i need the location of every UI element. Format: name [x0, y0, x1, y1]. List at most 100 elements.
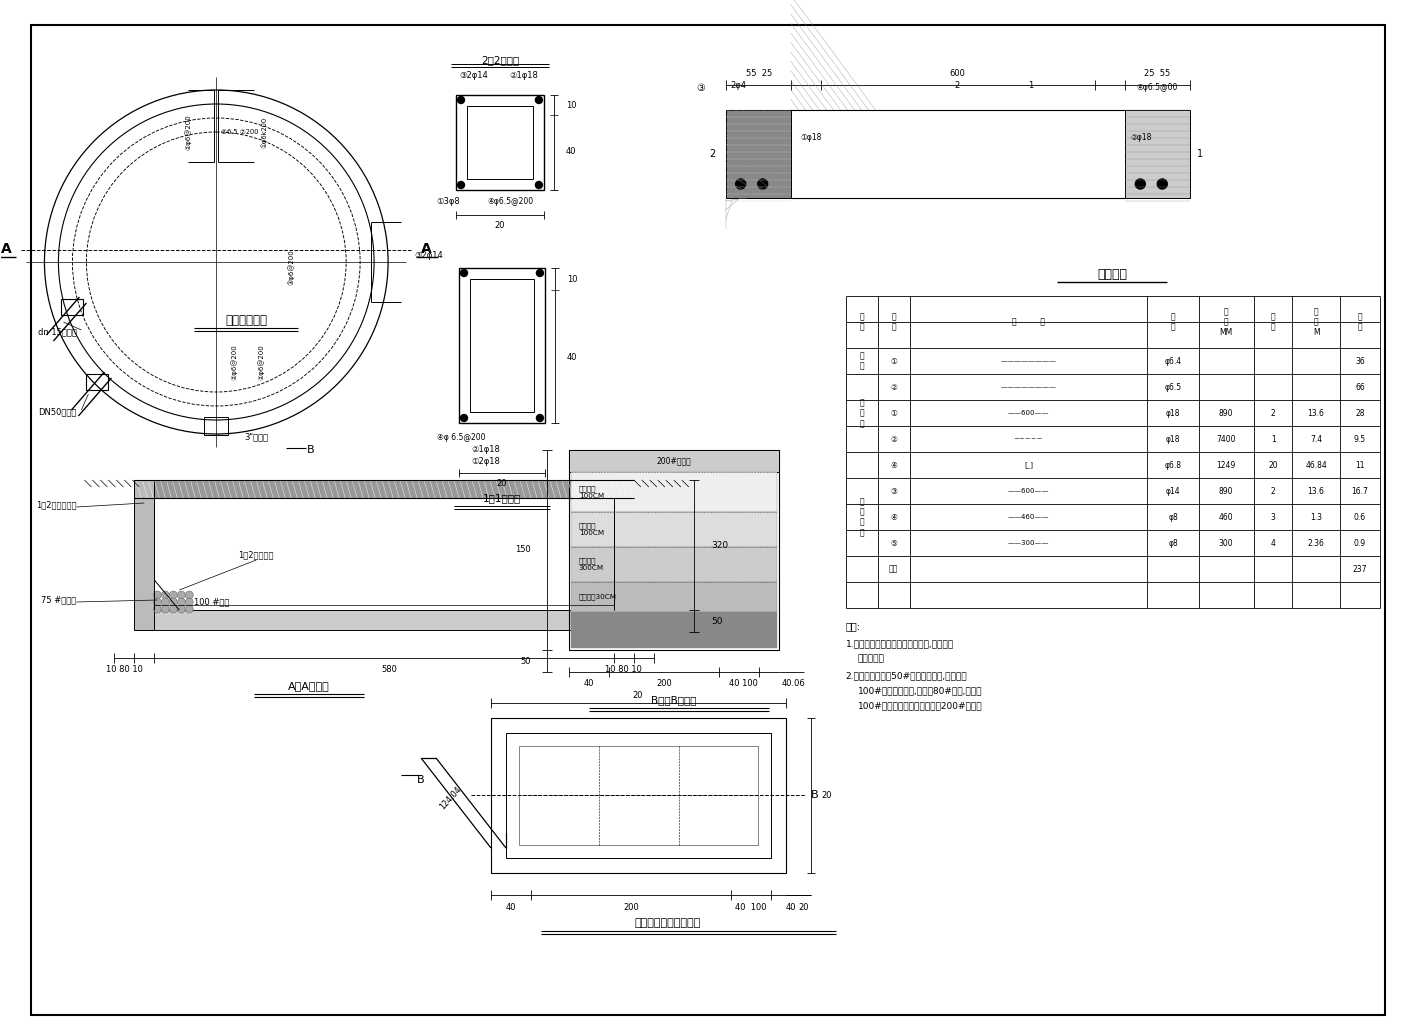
Text: 50: 50 — [712, 617, 723, 625]
Text: 50: 50 — [520, 656, 532, 666]
Text: 3: 3 — [1270, 512, 1276, 522]
Text: 1－1剖面图: 1－1剖面图 — [482, 493, 522, 503]
Text: 1: 1 — [1270, 435, 1276, 444]
Bar — [571, 612, 777, 648]
Circle shape — [736, 179, 746, 189]
Text: 进
入
孔
筋: 进 入 孔 筋 — [859, 497, 864, 537]
Circle shape — [457, 96, 464, 104]
Text: ②: ② — [890, 435, 897, 444]
Circle shape — [1135, 179, 1145, 189]
Text: ②φ6@200: ②φ6@200 — [185, 114, 192, 150]
Text: 100 #粒径: 100 #粒径 — [193, 597, 228, 607]
Text: 40: 40 — [565, 148, 577, 156]
Circle shape — [169, 591, 178, 599]
Text: ②φ18: ②φ18 — [1131, 134, 1152, 143]
Circle shape — [161, 591, 169, 599]
Text: ①: ① — [890, 409, 897, 417]
Circle shape — [536, 414, 543, 421]
Text: 300: 300 — [1218, 538, 1234, 548]
Bar — [1125, 110, 1190, 198]
Bar — [134, 480, 154, 630]
Text: A: A — [420, 242, 431, 256]
Text: 梁配筋图: 梁配筋图 — [1097, 267, 1128, 280]
Bar — [571, 512, 777, 548]
Text: ②φ6@200: ②φ6@200 — [258, 344, 265, 380]
Circle shape — [161, 605, 169, 613]
Text: 890: 890 — [1220, 409, 1234, 417]
Circle shape — [154, 598, 161, 607]
Bar — [470, 279, 534, 412]
Bar — [62, 299, 83, 315]
Text: ②6.5 ⑦200: ②6.5 ⑦200 — [221, 129, 259, 135]
Text: DN50溢流管: DN50溢流管 — [38, 408, 76, 416]
Circle shape — [536, 181, 543, 188]
Text: 合计: 合计 — [888, 564, 898, 573]
Circle shape — [536, 269, 543, 276]
Text: φ6.5: φ6.5 — [1165, 383, 1182, 391]
Circle shape — [185, 605, 193, 613]
Text: 总
长
M: 总 长 M — [1313, 307, 1320, 337]
Circle shape — [178, 598, 185, 607]
Text: 2.36: 2.36 — [1307, 538, 1324, 548]
Circle shape — [169, 598, 178, 607]
Text: ②1φ18: ②1φ18 — [509, 70, 539, 80]
Bar — [134, 480, 634, 498]
Text: ③2φ14: ③2φ14 — [460, 70, 488, 80]
Circle shape — [536, 96, 543, 104]
Bar — [467, 106, 533, 179]
Text: ⑤: ⑤ — [890, 538, 897, 548]
Circle shape — [161, 598, 169, 607]
Text: 厘米为单位: 厘米为单位 — [857, 654, 884, 663]
Text: 10: 10 — [565, 100, 577, 110]
Text: ①3φ8: ①3φ8 — [436, 198, 460, 207]
Text: 简          图: 简 图 — [1012, 318, 1045, 326]
Text: 2.凡浆砌石体均为50#水泥砂浆砌石,池内壁为: 2.凡浆砌石体均为50#水泥砂浆砌石,池内壁为 — [846, 672, 967, 680]
Text: 40: 40 — [506, 903, 516, 912]
Text: 13.6: 13.6 — [1307, 409, 1324, 417]
Text: [_]: [_] — [1024, 462, 1034, 469]
Text: A: A — [1, 242, 11, 256]
Bar — [506, 733, 771, 858]
Text: 1：2水泥批挡: 1：2水泥批挡 — [238, 551, 274, 560]
Text: A－A剖面图: A－A剖面图 — [288, 681, 330, 691]
Text: 580: 580 — [381, 666, 398, 675]
Bar — [86, 374, 109, 390]
Bar — [726, 110, 791, 198]
Text: 粗砂层厚
100CM: 粗砂层厚 100CM — [580, 523, 603, 536]
Text: 20: 20 — [633, 691, 643, 701]
Text: 7.4: 7.4 — [1310, 435, 1323, 444]
Text: 890: 890 — [1220, 486, 1234, 496]
Text: φ18: φ18 — [1166, 409, 1180, 417]
Circle shape — [178, 605, 185, 613]
Text: ————————: ———————— — [1001, 384, 1056, 390]
Text: 1.3: 1.3 — [1310, 512, 1323, 522]
Text: 13.6: 13.6 — [1307, 486, 1324, 496]
Bar — [455, 95, 544, 190]
Circle shape — [185, 598, 193, 607]
Bar — [613, 480, 634, 630]
Text: 编
号: 编 号 — [891, 313, 895, 331]
Bar — [571, 548, 777, 582]
Text: ②: ② — [890, 383, 897, 391]
Text: φ6.8: φ6.8 — [1165, 461, 1182, 470]
Text: 20: 20 — [822, 791, 832, 799]
Text: 蓄水池平面图: 蓄水池平面图 — [226, 314, 268, 326]
Text: 2φ4: 2φ4 — [730, 82, 747, 90]
Text: φ18: φ18 — [1166, 435, 1180, 444]
Text: ——300——: ——300—— — [1008, 540, 1049, 546]
Text: 20: 20 — [1269, 461, 1277, 470]
Text: 4: 4 — [1270, 538, 1276, 548]
Text: dn 15供水管: dn 15供水管 — [38, 327, 76, 336]
Text: ③: ③ — [697, 83, 705, 93]
Text: ④: ④ — [890, 512, 897, 522]
Text: 细砂层厚
100CM: 细砂层厚 100CM — [580, 485, 603, 499]
Text: 10 80 10: 10 80 10 — [605, 666, 643, 675]
Text: 1: 1 — [1028, 82, 1034, 90]
Text: 40: 40 — [567, 354, 578, 362]
Text: 10 80 10: 10 80 10 — [106, 666, 142, 675]
Bar — [491, 718, 785, 873]
Text: φ6.4: φ6.4 — [1165, 356, 1182, 365]
Circle shape — [757, 179, 767, 189]
Text: 1：2水泥砂浆沟: 1：2水泥砂浆沟 — [35, 501, 76, 509]
Text: 1: 1 — [1197, 149, 1203, 159]
